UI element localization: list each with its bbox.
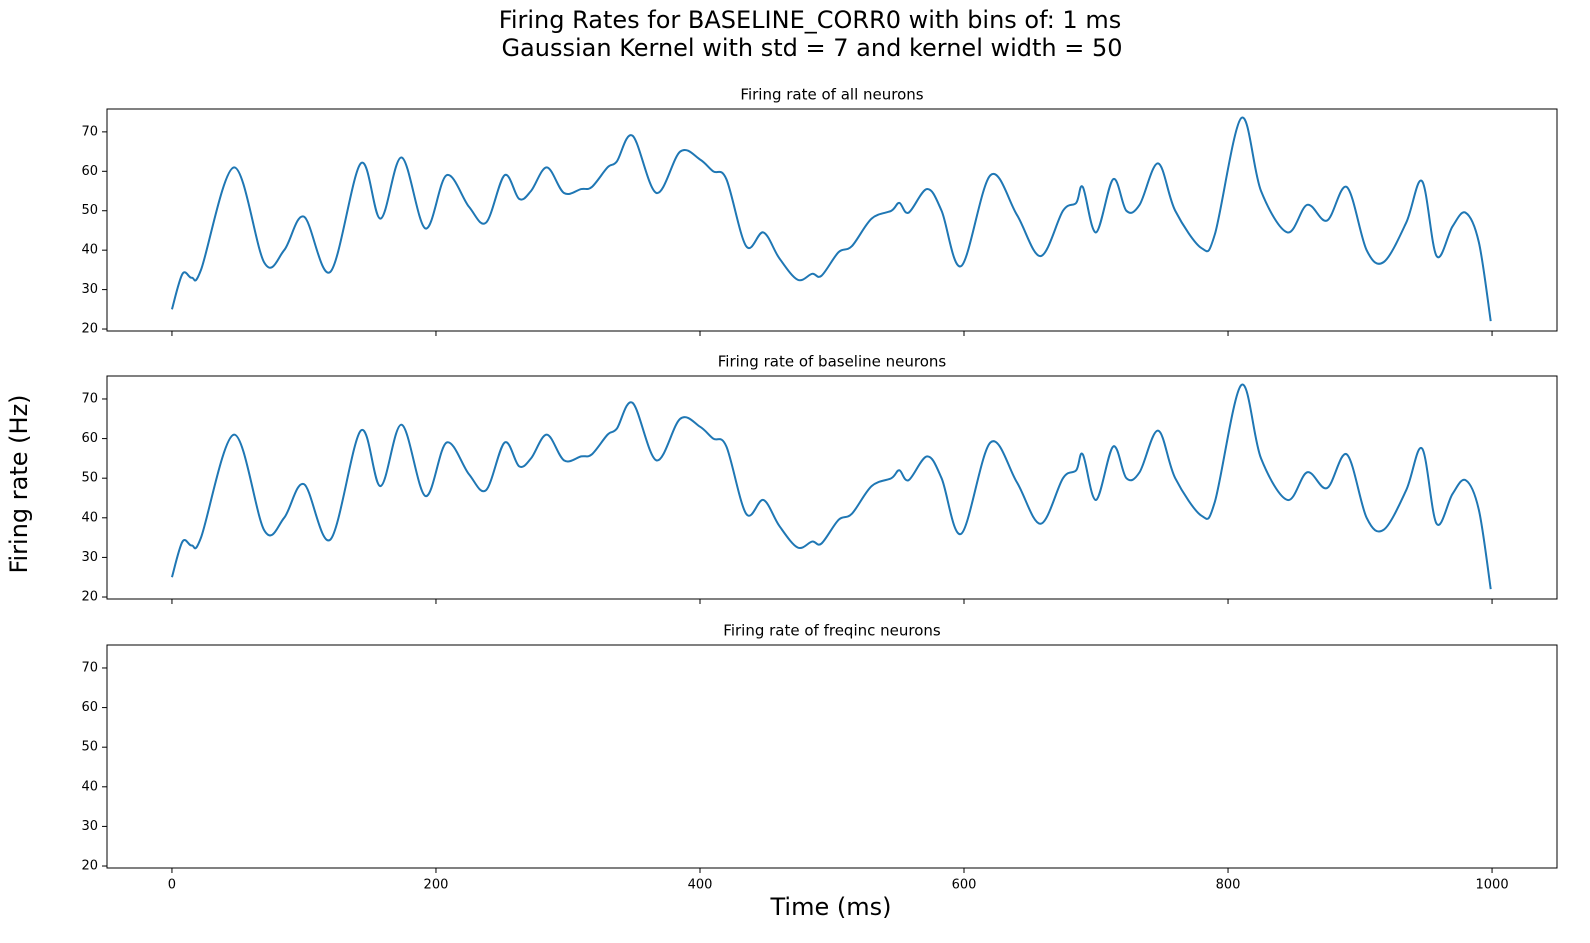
panel-title: Firing rate of baseline neurons [718,353,947,371]
plot-frame [106,644,1558,869]
line [170,116,1492,322]
y-tick-label: 60 [81,164,98,179]
y-tick-label: 40 [81,779,98,794]
x-tick-label: 600 [952,878,977,893]
plot-frame [106,375,1558,600]
x-tick-label: 400 [688,878,713,893]
y-tick-label: 70 [81,391,98,406]
x-tick-label: 0 [168,878,176,893]
figure-title: Gaussian Kernel with std = 7 and kernel … [501,34,1122,62]
y-tick-label: 40 [81,510,98,525]
panel-title: Firing rate of freqinc neurons [723,622,941,640]
x-tick-label: 200 [424,878,449,893]
y-tick-label: 60 [81,700,98,715]
y-tick-label: 50 [81,203,98,218]
x-tick-label: 800 [1216,878,1241,893]
y-tick-label: 20 [81,590,98,605]
y-tick-label: 70 [81,124,98,139]
panel-title: Firing rate of all neurons [740,86,923,104]
x-axis-label: Time (ms) [770,893,892,921]
y-tick-label: 60 [81,431,98,446]
plot-frame [106,108,1558,332]
y-tick-label: 50 [81,471,98,486]
y-tick-label: 70 [81,660,98,675]
y-tick-label: 30 [81,282,98,297]
y-tick-label: 30 [81,819,98,834]
figure-title: Firing Rates for BASELINE_CORR0 with bin… [499,6,1121,34]
y-tick-label: 20 [81,322,98,337]
y-tick-label: 20 [81,859,98,874]
y-tick-label: 40 [81,243,98,258]
x-tick-label: 1000 [1476,878,1509,893]
y-tick-label: 50 [81,740,98,755]
line [170,383,1492,590]
y-tick-label: 30 [81,550,98,565]
y-axis-label: Firing rate (Hz) [5,394,33,573]
